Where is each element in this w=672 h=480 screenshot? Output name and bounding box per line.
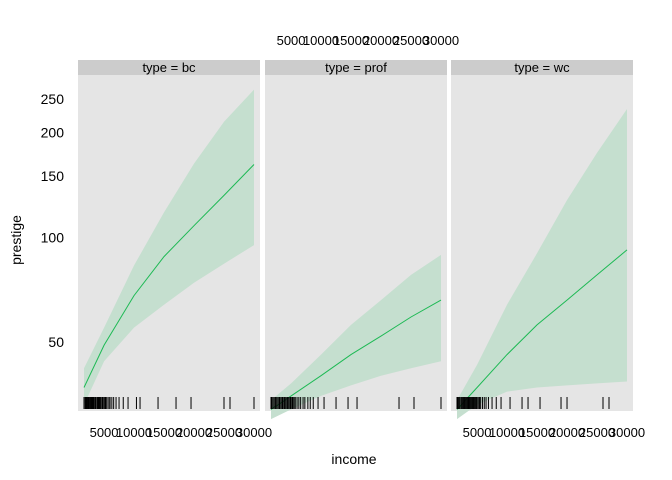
x-tick-label: 20000 (549, 425, 585, 440)
y-tick-label: 200 (41, 125, 65, 141)
confidence-band (271, 254, 441, 420)
y-tick-label: 250 (41, 91, 65, 107)
facet-strip-label: type = bc (142, 60, 196, 75)
y-axis-label: prestige (8, 215, 24, 265)
facet-strip-label: type = prof (325, 60, 387, 75)
x-tick-label: 15000 (333, 33, 369, 48)
panel-3: type = wc (451, 60, 633, 420)
rug-marks (456, 397, 610, 409)
x-tick-label: 20000 (176, 425, 212, 440)
axes-layer: 5000100001500020000250003000050001000015… (41, 33, 645, 440)
x-tick-label: 20000 (363, 33, 399, 48)
panels-layer: type = bc type = prof type = wc (78, 60, 633, 420)
fit-line (456, 249, 628, 410)
confidence-band (457, 109, 627, 420)
facet-strip (451, 60, 633, 75)
facet-strip (78, 60, 260, 75)
x-tick-label: 30000 (423, 33, 459, 48)
x-tick-label: 5000 (90, 425, 119, 440)
fit-line (83, 164, 255, 388)
panel-2: type = prof (265, 60, 447, 420)
fit-line (270, 299, 442, 410)
x-tick-label: 25000 (206, 425, 242, 440)
y-tick-label: 150 (41, 168, 65, 184)
rug-marks (270, 397, 442, 409)
y-tick-label: 100 (41, 229, 65, 245)
facet-strip-label: type = wc (514, 60, 570, 75)
x-tick-label: 25000 (579, 425, 615, 440)
x-tick-label: 5000 (463, 425, 492, 440)
x-tick-label: 25000 (393, 33, 429, 48)
x-tick-label: 10000 (116, 425, 152, 440)
facet-strip (265, 60, 447, 75)
x-tick-label: 15000 (519, 425, 555, 440)
x-axis-label: income (331, 451, 376, 467)
confidence-band (84, 89, 254, 405)
x-tick-label: 15000 (146, 425, 182, 440)
x-tick-label: 30000 (236, 425, 272, 440)
x-tick-label: 10000 (303, 33, 339, 48)
rug-marks (83, 397, 255, 409)
x-tick-label: 30000 (609, 425, 645, 440)
y-tick-label: 50 (48, 334, 64, 350)
panel-1: type = bc (78, 60, 260, 411)
x-tick-label: 5000 (277, 33, 306, 48)
x-tick-label: 10000 (489, 425, 525, 440)
